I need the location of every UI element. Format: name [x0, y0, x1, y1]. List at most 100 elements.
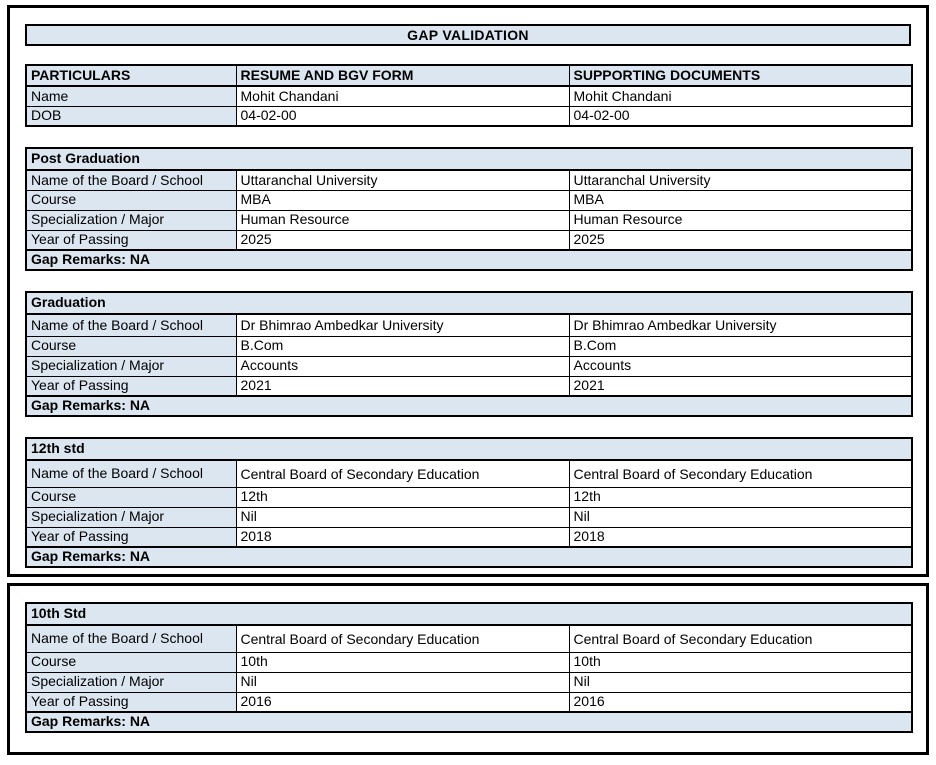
col-header-supporting-docs: SUPPORTING DOCUMENTS: [568, 64, 913, 87]
page-box-bottom: 10th Std Name of the Board / School Cent…: [7, 583, 929, 755]
gap-remarks-12th-std: Gap Remarks: NA: [25, 546, 913, 568]
section-post-graduation: Post Graduation Name of the Board / Scho…: [25, 147, 914, 271]
value-course-supporting: B.Com: [568, 335, 913, 357]
row-label-course: Course: [25, 189, 237, 211]
value-specialization-supporting: Accounts: [568, 355, 913, 377]
table-row-year: Year of Passing 2025 2025: [25, 229, 913, 251]
value-year-supporting: 2021: [568, 375, 913, 397]
row-label-board: Name of the Board / School: [25, 624, 237, 653]
value-course-resume: 12th: [235, 486, 570, 508]
value-year-resume: 2018: [235, 526, 570, 548]
table-row-board: Name of the Board / School Central Board…: [25, 459, 913, 488]
value-name-resume: Mohit Chandani: [235, 85, 570, 107]
value-specialization-resume: Nil: [235, 671, 570, 693]
value-year-resume: 2025: [235, 229, 570, 251]
table-row-year: Year of Passing 2016 2016: [25, 691, 913, 713]
section-title-post-graduation: Post Graduation: [25, 147, 913, 171]
col-header-particulars: PARTICULARS: [25, 64, 237, 87]
document-title: GAP VALIDATION: [407, 27, 529, 43]
value-course-supporting: 10th: [568, 651, 913, 673]
row-label-course: Course: [25, 486, 237, 508]
gap-remarks-10th-std: Gap Remarks: NA: [25, 711, 913, 733]
row-label-dob: DOB: [25, 105, 237, 127]
table-row-board: Name of the Board / School Uttaranchal U…: [25, 169, 913, 191]
row-label-year: Year of Passing: [25, 229, 237, 251]
section-10th-std: 10th Std Name of the Board / School Cent…: [25, 602, 914, 733]
col-header-resume-bgv: RESUME AND BGV FORM: [235, 64, 570, 87]
value-board-supporting: Uttaranchal University: [568, 169, 913, 191]
value-course-supporting: 12th: [568, 486, 913, 508]
value-course-resume: MBA: [235, 189, 570, 211]
row-label-specialization: Specialization / Major: [25, 671, 237, 693]
particulars-header-row: PARTICULARS RESUME AND BGV FORM SUPPORTI…: [25, 64, 913, 87]
value-course-resume: 10th: [235, 651, 570, 673]
row-label-board: Name of the Board / School: [25, 459, 237, 488]
table-row-board: Name of the Board / School Central Board…: [25, 624, 913, 653]
value-board-supporting: Central Board of Secondary Education: [568, 624, 913, 653]
value-specialization-resume: Nil: [235, 506, 570, 528]
value-specialization-supporting: Human Resource: [568, 209, 913, 231]
value-year-supporting: 2025: [568, 229, 913, 251]
table-row-year: Year of Passing 2021 2021: [25, 375, 913, 397]
table-row-name: Name Mohit Chandani Mohit Chandani: [25, 85, 913, 107]
row-label-year: Year of Passing: [25, 691, 237, 713]
value-specialization-supporting: Nil: [568, 671, 913, 693]
gap-remarks-row: Gap Remarks: NA: [25, 395, 913, 417]
section-title-graduation: Graduation: [25, 291, 913, 315]
page-box-top: GAP VALIDATION PARTICULARS RESUME AND BG…: [7, 5, 929, 577]
value-year-resume: 2016: [235, 691, 570, 713]
document-title-bar: GAP VALIDATION: [25, 24, 911, 46]
row-label-specialization: Specialization / Major: [25, 209, 237, 231]
gap-remarks-graduation: Gap Remarks: NA: [25, 395, 913, 417]
value-year-supporting: 2016: [568, 691, 913, 713]
value-course-resume: B.Com: [235, 335, 570, 357]
row-label-course: Course: [25, 651, 237, 673]
table-row-dob: DOB 04-02-00 04-02-00: [25, 105, 913, 127]
table-row-course: Course 10th 10th: [25, 651, 913, 673]
table-row-specialization: Specialization / Major Human Resource Hu…: [25, 209, 913, 231]
gap-remarks-row: Gap Remarks: NA: [25, 249, 913, 271]
value-board-supporting: Central Board of Secondary Education: [568, 459, 913, 488]
gap-remarks-post-graduation: Gap Remarks: NA: [25, 249, 913, 271]
value-name-supporting: Mohit Chandani: [568, 85, 913, 107]
table-row-specialization: Specialization / Major Accounts Accounts: [25, 355, 913, 377]
row-label-board: Name of the Board / School: [25, 169, 237, 191]
value-specialization-resume: Human Resource: [235, 209, 570, 231]
value-board-resume: Central Board of Secondary Education: [235, 459, 570, 488]
value-board-supporting: Dr Bhimrao Ambedkar University: [568, 313, 913, 337]
particulars-table: PARTICULARS RESUME AND BGV FORM SUPPORTI…: [25, 64, 913, 127]
table-row-specialization: Specialization / Major Nil Nil: [25, 506, 913, 528]
row-label-year: Year of Passing: [25, 375, 237, 397]
row-label-specialization: Specialization / Major: [25, 355, 237, 377]
section-graduation: Graduation Name of the Board / School Dr…: [25, 291, 914, 417]
table-row-course: Course 12th 12th: [25, 486, 913, 508]
value-course-supporting: MBA: [568, 189, 913, 211]
page-box-top-inner: GAP VALIDATION PARTICULARS RESUME AND BG…: [10, 8, 926, 568]
row-label-name: Name: [25, 85, 237, 107]
value-specialization-resume: Accounts: [235, 355, 570, 377]
table-row-specialization: Specialization / Major Nil Nil: [25, 671, 913, 693]
value-year-supporting: 2018: [568, 526, 913, 548]
table-row-year: Year of Passing 2018 2018: [25, 526, 913, 548]
row-label-year: Year of Passing: [25, 526, 237, 548]
row-label-board: Name of the Board / School: [25, 313, 237, 337]
section-title-row: 12th std: [25, 437, 913, 461]
section-title-12th-std: 12th std: [25, 437, 913, 461]
value-board-resume: Central Board of Secondary Education: [235, 624, 570, 653]
page-box-bottom-inner: 10th Std Name of the Board / School Cent…: [10, 586, 926, 733]
value-specialization-supporting: Nil: [568, 506, 913, 528]
value-board-resume: Dr Bhimrao Ambedkar University: [235, 313, 570, 337]
table-row-course: Course B.Com B.Com: [25, 335, 913, 357]
value-year-resume: 2021: [235, 375, 570, 397]
value-dob-resume: 04-02-00: [235, 105, 570, 127]
section-title-row: Graduation: [25, 291, 913, 315]
gap-remarks-row: Gap Remarks: NA: [25, 546, 913, 568]
row-label-specialization: Specialization / Major: [25, 506, 237, 528]
section-title-row: 10th Std: [25, 602, 913, 626]
section-12th-std: 12th std Name of the Board / School Cent…: [25, 437, 914, 568]
table-row-course: Course MBA MBA: [25, 189, 913, 211]
gap-remarks-row: Gap Remarks: NA: [25, 711, 913, 733]
value-dob-supporting: 04-02-00: [568, 105, 913, 127]
section-title-10th-std: 10th Std: [25, 602, 913, 626]
value-board-resume: Uttaranchal University: [235, 169, 570, 191]
